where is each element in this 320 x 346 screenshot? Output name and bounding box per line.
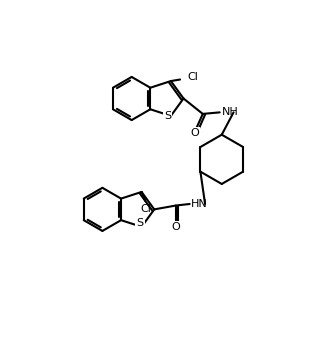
Text: S: S — [136, 218, 144, 228]
Text: O: O — [172, 222, 180, 232]
Text: O: O — [190, 128, 199, 138]
Text: NH: NH — [222, 107, 239, 117]
Text: HN: HN — [191, 199, 208, 209]
Text: Cl: Cl — [188, 72, 199, 82]
Text: Cl: Cl — [140, 204, 151, 214]
Text: S: S — [164, 111, 171, 121]
